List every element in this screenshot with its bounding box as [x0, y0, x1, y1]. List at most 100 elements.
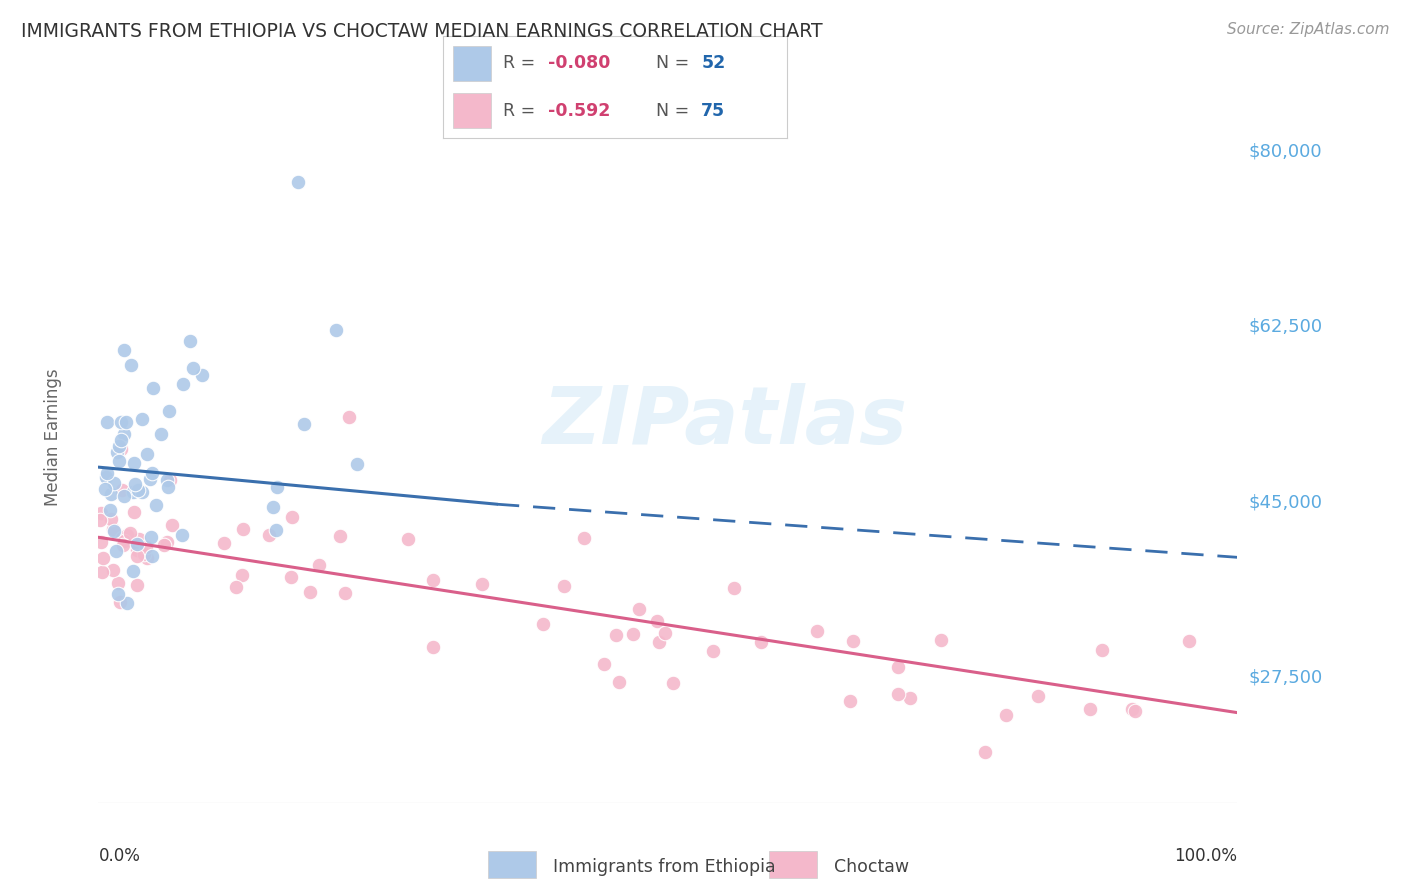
FancyBboxPatch shape	[453, 93, 491, 128]
Point	[1178, 633, 1201, 648]
Point	[131, 485, 153, 500]
Point	[141, 549, 163, 563]
Point	[111, 531, 134, 545]
Point	[91, 565, 114, 579]
Point	[287, 175, 309, 189]
Point	[96, 466, 118, 480]
Point	[127, 483, 149, 498]
Point	[281, 510, 304, 524]
Point	[592, 657, 614, 671]
Point	[110, 415, 132, 429]
Point	[132, 547, 155, 561]
Point	[609, 674, 631, 689]
Point	[627, 601, 650, 615]
FancyBboxPatch shape	[453, 46, 491, 81]
Point	[94, 470, 117, 484]
Point	[898, 691, 921, 706]
Point	[96, 415, 118, 429]
Point	[931, 633, 953, 648]
Point	[112, 343, 135, 358]
Point	[179, 334, 201, 348]
Point	[125, 542, 148, 557]
Point	[157, 403, 180, 417]
Point	[90, 507, 112, 521]
Point	[162, 517, 184, 532]
Point	[170, 528, 193, 542]
Point	[553, 579, 575, 593]
Point	[337, 410, 360, 425]
Point	[156, 535, 179, 549]
Point	[280, 570, 302, 584]
Point	[1121, 702, 1143, 716]
Point	[621, 627, 644, 641]
Point	[124, 477, 146, 491]
Point	[308, 558, 330, 572]
Point	[89, 513, 111, 527]
Point	[131, 412, 153, 426]
Point	[110, 442, 132, 456]
Point	[329, 529, 352, 543]
Point	[605, 628, 627, 642]
Point	[135, 447, 157, 461]
Point	[299, 584, 322, 599]
Text: N =: N =	[657, 102, 695, 120]
Point	[103, 524, 125, 538]
Point	[121, 484, 143, 499]
Point	[139, 472, 162, 486]
Point	[471, 577, 494, 591]
Point	[172, 376, 194, 391]
Text: N =: N =	[657, 54, 695, 72]
Point	[108, 454, 131, 468]
Point	[422, 573, 444, 587]
Text: 0.0%: 0.0%	[98, 847, 141, 864]
Point	[150, 427, 173, 442]
Point	[141, 466, 163, 480]
FancyBboxPatch shape	[488, 851, 536, 878]
Point	[1078, 702, 1101, 716]
Text: $62,500: $62,500	[1249, 318, 1323, 336]
Text: Immigrants from Ethiopia: Immigrants from Ethiopia	[553, 858, 775, 876]
Point	[702, 644, 724, 658]
Point	[654, 625, 676, 640]
Point	[264, 523, 287, 537]
Text: $80,000: $80,000	[1249, 143, 1322, 161]
Point	[115, 596, 138, 610]
Point	[103, 563, 125, 577]
Point	[887, 659, 910, 673]
Point	[531, 617, 554, 632]
Point	[115, 415, 138, 429]
Point	[107, 439, 129, 453]
Point	[292, 417, 315, 432]
Point	[107, 576, 129, 591]
Point	[110, 433, 132, 447]
Point	[145, 498, 167, 512]
Point	[994, 708, 1017, 723]
Point	[191, 368, 214, 383]
Text: $45,000: $45,000	[1249, 493, 1323, 511]
Point	[125, 537, 148, 551]
Text: ZIPatlas: ZIPatlas	[543, 384, 907, 461]
Point	[128, 532, 150, 546]
Point	[107, 586, 129, 600]
Point	[91, 550, 114, 565]
Text: IMMIGRANTS FROM ETHIOPIA VS CHOCTAW MEDIAN EARNINGS CORRELATION CHART: IMMIGRANTS FROM ETHIOPIA VS CHOCTAW MEDI…	[21, 22, 823, 41]
Point	[1091, 643, 1114, 657]
Point	[122, 505, 145, 519]
Point	[139, 529, 162, 543]
Point	[105, 544, 128, 558]
Point	[266, 480, 288, 494]
Point	[98, 502, 121, 516]
Text: 100.0%: 100.0%	[1174, 847, 1237, 864]
Text: Median Earnings: Median Earnings	[44, 368, 62, 506]
Point	[839, 694, 862, 708]
FancyBboxPatch shape	[769, 851, 817, 878]
Point	[159, 473, 181, 487]
Point	[135, 550, 157, 565]
Point	[120, 358, 142, 372]
Point	[121, 564, 143, 578]
Point	[974, 745, 997, 759]
Point	[232, 522, 254, 536]
Point	[225, 580, 247, 594]
Point	[335, 586, 357, 600]
Point	[90, 534, 112, 549]
